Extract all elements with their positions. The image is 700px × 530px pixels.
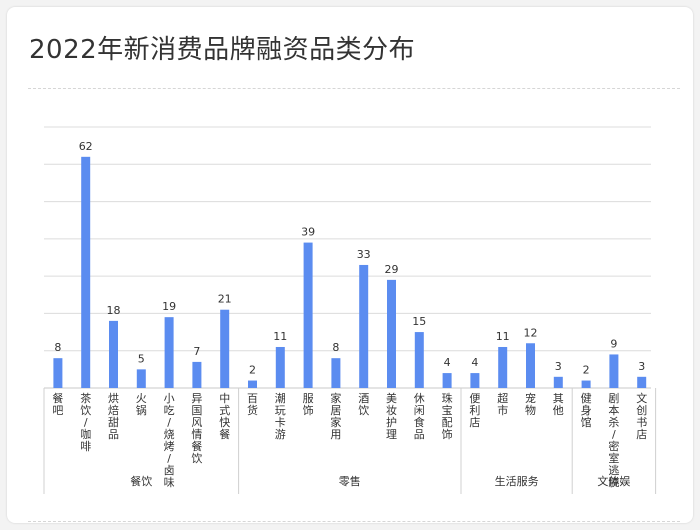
category-label: 餐吧 bbox=[52, 391, 63, 417]
category-label: 健身馆 bbox=[581, 392, 592, 429]
data-label: 62 bbox=[79, 140, 93, 153]
category-label: 异国风情餐饮 bbox=[191, 392, 202, 465]
data-label: 2 bbox=[249, 364, 256, 377]
group-label: 文体娱 bbox=[597, 474, 630, 488]
top-divider bbox=[28, 88, 680, 89]
bar bbox=[387, 279, 396, 388]
bar bbox=[109, 320, 118, 388]
category-label: 美妆护理 bbox=[386, 392, 397, 441]
chart-title: 2022年新消费品牌融资品类分布 bbox=[29, 35, 416, 65]
data-label: 39 bbox=[301, 226, 315, 239]
bar bbox=[248, 380, 257, 388]
bar bbox=[526, 343, 535, 388]
category-label: 便利店 bbox=[469, 392, 480, 429]
category-label: 中式快餐 bbox=[219, 392, 230, 441]
category-label: 潮玩卡游 bbox=[275, 391, 286, 441]
data-label: 15 bbox=[412, 315, 426, 328]
group-label: 零售 bbox=[339, 474, 361, 488]
data-label: 7 bbox=[193, 345, 200, 358]
bar bbox=[303, 242, 313, 388]
bar bbox=[275, 346, 285, 388]
category-label: 休闲食品 bbox=[414, 392, 425, 441]
data-label: 33 bbox=[357, 248, 371, 261]
category-label: 烘焙甜品 bbox=[108, 391, 119, 441]
category-label: 宠物 bbox=[525, 391, 536, 417]
bar bbox=[359, 264, 369, 388]
category-label: 小吃/烧烤/卤味 bbox=[164, 392, 175, 489]
data-label: 9 bbox=[610, 337, 617, 350]
data-label: 4 bbox=[471, 356, 478, 369]
category-label: 百货 bbox=[247, 392, 258, 417]
group-label: 餐饮 bbox=[130, 474, 152, 488]
data-label: 5 bbox=[138, 352, 145, 365]
data-label: 3 bbox=[555, 360, 562, 373]
data-label: 8 bbox=[332, 341, 339, 354]
bar bbox=[442, 373, 452, 388]
category-label: 剧本杀/密室逃脱 bbox=[608, 392, 619, 489]
data-label: 12 bbox=[524, 326, 538, 339]
bar bbox=[331, 358, 341, 388]
bar bbox=[470, 373, 480, 388]
data-label: 11 bbox=[496, 330, 510, 343]
category-label: 茶饮/咖啡 bbox=[80, 392, 91, 453]
bar bbox=[53, 358, 63, 388]
bar bbox=[220, 309, 230, 388]
category-label: 服饰 bbox=[303, 392, 314, 417]
category-label: 超市 bbox=[497, 391, 508, 417]
data-label: 18 bbox=[107, 304, 121, 317]
category-label: 珠宝配饰 bbox=[442, 391, 453, 441]
bar bbox=[609, 354, 619, 388]
bottom-divider bbox=[28, 521, 680, 522]
category-label: 火锅 bbox=[136, 392, 147, 417]
bar bbox=[164, 317, 174, 388]
data-label: 8 bbox=[54, 341, 61, 354]
bar bbox=[637, 376, 647, 388]
data-label: 21 bbox=[218, 293, 232, 306]
data-label: 29 bbox=[385, 263, 399, 276]
bar bbox=[414, 332, 424, 388]
bar bbox=[192, 361, 202, 388]
data-label: 11 bbox=[273, 330, 287, 343]
bar bbox=[136, 369, 146, 388]
category-label: 其他 bbox=[553, 392, 564, 417]
bar bbox=[581, 380, 591, 388]
data-label: 4 bbox=[444, 356, 451, 369]
category-label: 酒饮 bbox=[358, 392, 369, 417]
category-label: 文创书店 bbox=[636, 391, 647, 441]
data-label: 19 bbox=[162, 300, 176, 313]
data-label: 3 bbox=[638, 360, 645, 373]
bar bbox=[553, 376, 563, 388]
bar bbox=[498, 346, 508, 388]
bar bbox=[81, 156, 91, 388]
group-label: 生活服务 bbox=[495, 474, 539, 488]
data-label: 2 bbox=[583, 364, 590, 377]
chart-card: 2022年新消费品牌融资品类分布 bbox=[7, 7, 693, 523]
category-label: 家居家用 bbox=[330, 391, 341, 441]
